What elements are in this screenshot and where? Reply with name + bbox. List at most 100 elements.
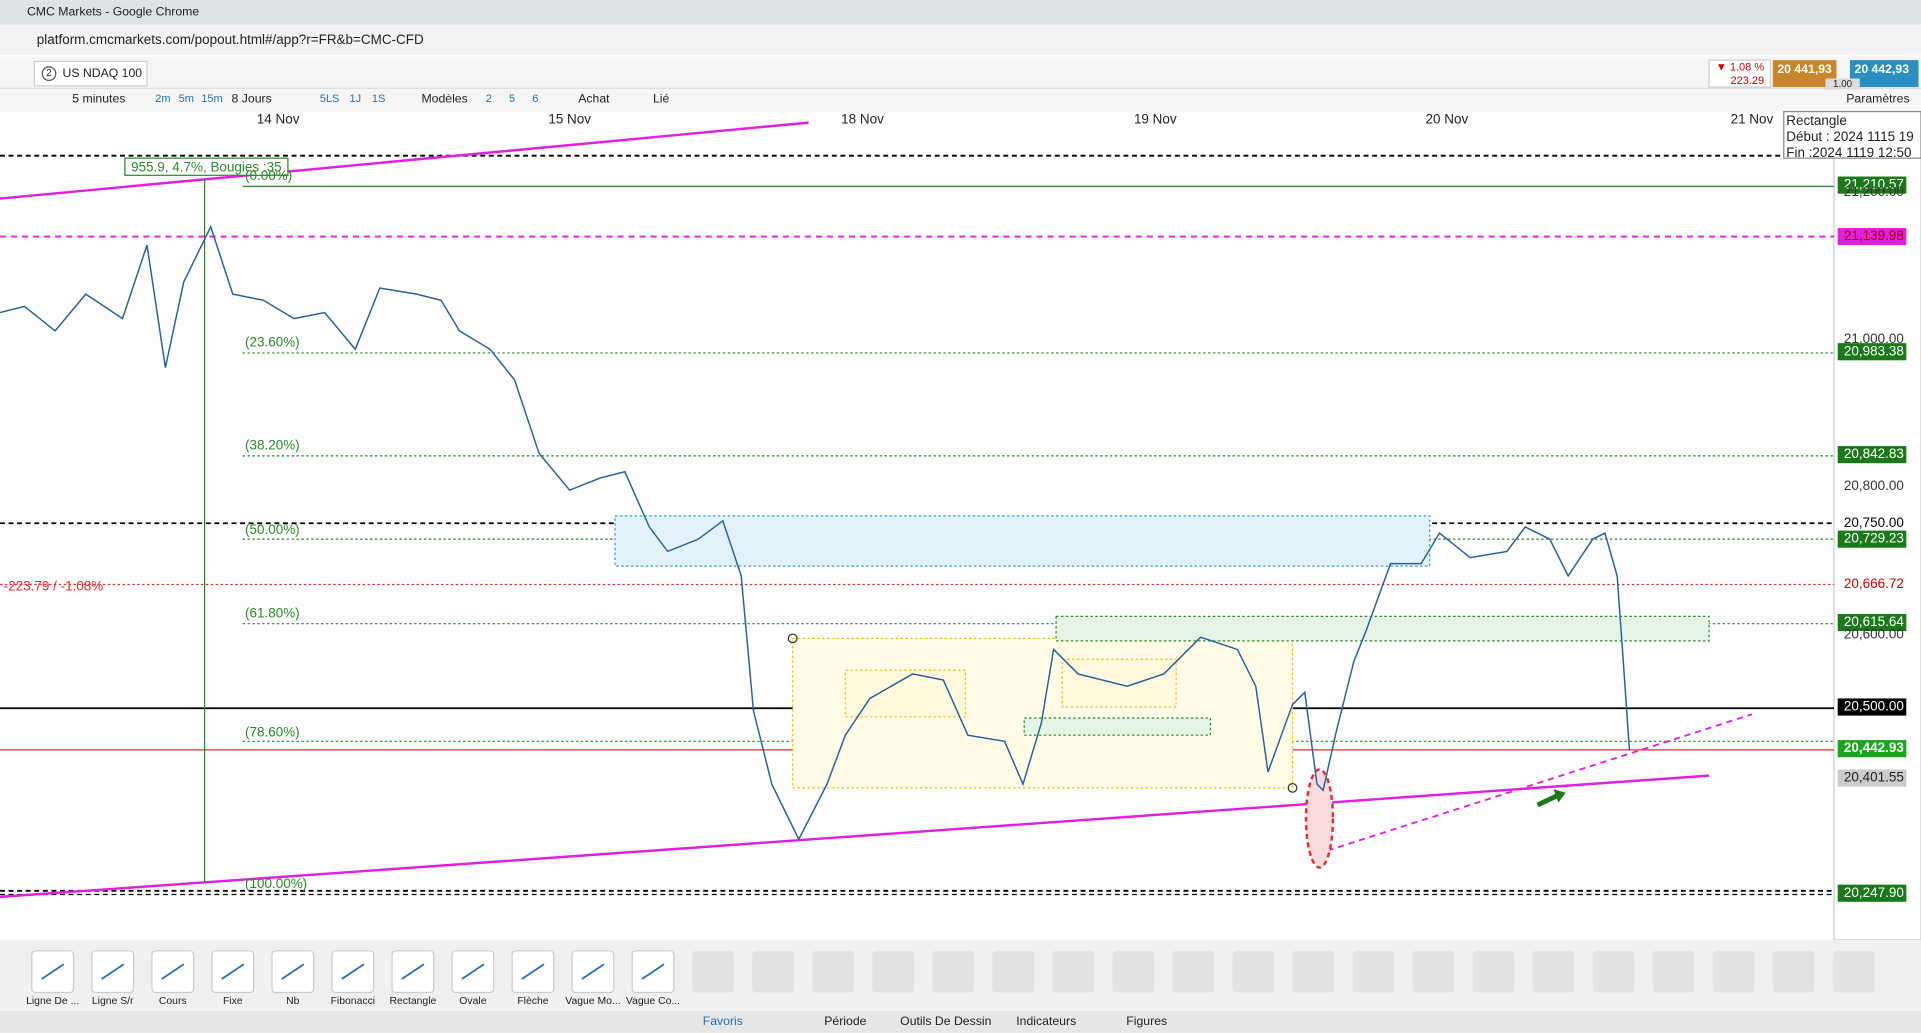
tool-label: Fibonacci xyxy=(331,996,376,1007)
price-tag xyxy=(1837,176,1907,194)
tool-icon xyxy=(161,963,185,980)
digit-option[interactable]: 2 xyxy=(486,93,492,105)
instrument-name: US NDAQ 100 xyxy=(62,66,142,80)
digit-option[interactable]: 5 xyxy=(509,93,515,105)
zone-rect[interactable] xyxy=(1055,615,1710,642)
tool-label: Vague Co... xyxy=(626,996,680,1007)
interval[interactable]: 5 minutes xyxy=(72,92,125,106)
price-label: 21,000.00 xyxy=(1844,331,1904,346)
date-label: 14 Nov xyxy=(257,112,300,127)
handle[interactable] xyxy=(787,633,798,644)
empty-slot[interactable] xyxy=(1472,950,1515,993)
trend-line[interactable] xyxy=(0,774,1710,899)
price-label: 21,139.98 xyxy=(1844,228,1904,243)
settings[interactable]: Paramètres xyxy=(1846,92,1909,106)
tool-icon xyxy=(581,963,605,980)
price-label: 20,842.83 xyxy=(1844,446,1904,461)
interval-option[interactable]: 5m xyxy=(179,93,194,105)
fib-label: (38.20%) xyxy=(245,438,300,453)
empty-slot[interactable] xyxy=(1532,950,1575,993)
price-tag xyxy=(1837,446,1907,464)
digit-option[interactable]: 6 xyxy=(532,93,538,105)
tool-label: Fixe xyxy=(223,996,243,1007)
tool-icon xyxy=(521,963,545,980)
sell-price: 20 441,93 xyxy=(1777,62,1832,76)
title-bar xyxy=(0,0,1921,25)
empty-slot[interactable] xyxy=(752,950,794,993)
empty-slot[interactable] xyxy=(692,950,734,993)
empty-slot[interactable] xyxy=(1592,950,1635,993)
empty-slot[interactable] xyxy=(1352,950,1395,993)
range-option[interactable]: 1S xyxy=(372,93,385,105)
tool-label: Ovale xyxy=(459,996,486,1007)
tool-icon xyxy=(401,963,425,980)
interval-option[interactable]: 2m xyxy=(155,93,170,105)
tab[interactable]: Période xyxy=(824,1014,866,1028)
price-tag xyxy=(1837,769,1907,787)
empty-slot[interactable] xyxy=(1412,950,1455,993)
buy-button[interactable] xyxy=(1849,60,1919,88)
empty-slot[interactable] xyxy=(1292,950,1335,993)
empty-slot[interactable] xyxy=(1772,950,1815,993)
change-box xyxy=(1708,59,1771,88)
handle[interactable] xyxy=(1287,782,1298,793)
empty-slot[interactable] xyxy=(1232,950,1275,993)
empty-slot[interactable] xyxy=(932,950,974,993)
interval-option[interactable]: 15m xyxy=(201,93,222,105)
price-tag xyxy=(1837,613,1907,632)
tool-label: Flèche xyxy=(517,996,548,1007)
range-option[interactable]: 5LS xyxy=(320,93,340,105)
zone-rect[interactable] xyxy=(1023,717,1212,736)
tab[interactable]: Outils De Dessin xyxy=(900,1014,991,1028)
zone-rect[interactable] xyxy=(614,515,1431,567)
price-label: 20,750.00 xyxy=(1844,515,1904,530)
instrument-count: 2 xyxy=(46,68,51,79)
tab[interactable]: Indicateurs xyxy=(1016,1014,1076,1028)
tool-label: Nb xyxy=(286,996,300,1007)
instrument-box[interactable] xyxy=(33,60,148,87)
spread: 1.00 xyxy=(1833,79,1853,90)
empty-slot[interactable] xyxy=(1052,950,1095,993)
arrow-head xyxy=(1553,789,1566,803)
trend-line[interactable] xyxy=(0,121,809,200)
tool-icon xyxy=(221,963,245,980)
empty-slot[interactable] xyxy=(1652,950,1695,993)
tab[interactable]: Figures xyxy=(1126,1014,1167,1028)
toolbar-items: 2m 5m 15m 5LS 1J 1S 2 5 6 xyxy=(155,93,538,105)
range-option[interactable]: 1J xyxy=(349,93,361,105)
url[interactable]: platform.cmcmarkets.com/popout.html#/app… xyxy=(37,32,424,47)
highlight-ellipse[interactable] xyxy=(1304,768,1335,869)
zone-rect[interactable] xyxy=(1061,658,1177,708)
arrow xyxy=(1536,792,1560,808)
price-label: 20,600.00 xyxy=(1844,626,1904,641)
trend-line[interactable] xyxy=(1316,713,1753,855)
info-line: Rectangle xyxy=(1786,113,1847,128)
date-label: 18 Nov xyxy=(841,112,884,127)
price-tag xyxy=(1837,343,1907,361)
linked[interactable]: Lié xyxy=(653,92,670,106)
buy-mode[interactable]: Achat xyxy=(578,92,610,106)
zone-rect[interactable] xyxy=(844,669,967,718)
empty-slot[interactable] xyxy=(1712,950,1755,993)
price-tag xyxy=(1837,575,1907,594)
range[interactable]: 8 Jours xyxy=(232,92,272,106)
price-tag xyxy=(1837,514,1907,532)
tool-icon xyxy=(101,963,125,980)
price-label: 20,401.55 xyxy=(1844,770,1904,785)
date-axis: 14 Nov 15 Nov 18 Nov 19 Nov 20 Nov 21 Nov xyxy=(257,112,1774,127)
tool-icon xyxy=(641,963,665,980)
spread-box xyxy=(1825,78,1860,90)
empty-slot[interactable] xyxy=(812,950,854,993)
empty-slot[interactable] xyxy=(1172,950,1215,993)
info-line: Début : 2024 1115 19 xyxy=(1786,129,1914,144)
empty-slot[interactable] xyxy=(1112,950,1155,993)
tabs: Favoris Période Outils De Dessin Indicateur… xyxy=(703,1014,1167,1028)
empty-slot[interactable] xyxy=(1832,950,1875,993)
empty-slot[interactable] xyxy=(992,950,1035,993)
models[interactable]: Modèles xyxy=(421,92,467,106)
tab[interactable]: Favoris xyxy=(703,1014,743,1028)
empty-slot[interactable] xyxy=(872,950,914,993)
